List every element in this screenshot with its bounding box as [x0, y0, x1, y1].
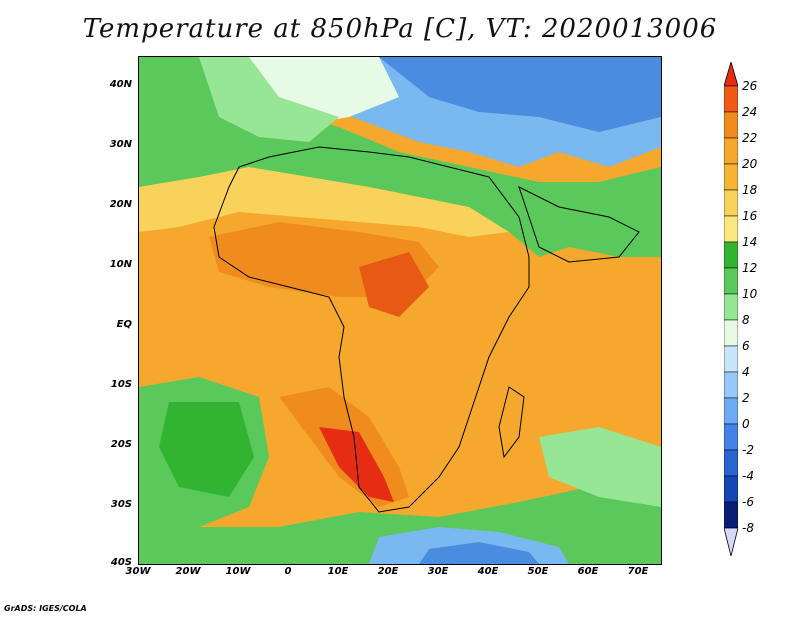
- lat-label-20n: 20N: [109, 199, 132, 210]
- colorbar-label-neg6: -6: [742, 495, 754, 509]
- temperature-map: [139, 57, 661, 564]
- map-panel: [138, 56, 662, 565]
- colorbar-swatch-neg4: [724, 449, 738, 477]
- lat-label-20s: 20S: [110, 439, 132, 450]
- colorbar-swatch-12: [724, 241, 738, 269]
- colorbar-swatch-20: [724, 137, 738, 165]
- lat-label-40n: 40N: [109, 79, 132, 90]
- lon-label-20w: 20W: [175, 566, 201, 577]
- field-colder-north: [379, 57, 661, 132]
- lon-label-10e: 10E: [327, 566, 349, 577]
- lon-label-30e: 30E: [427, 566, 449, 577]
- colorbar-swatch-neg2: [724, 423, 738, 451]
- colorbar-swatch-4: [724, 345, 738, 373]
- colorbar-label-10: 10: [742, 287, 758, 301]
- field-darkgreen-south-atlantic: [159, 402, 254, 497]
- lon-label-40e: 40E: [477, 566, 499, 577]
- coastline-arabia: [518, 186, 640, 263]
- field-lightgreen-se: [539, 427, 661, 507]
- colorbar-label-18: 18: [742, 183, 758, 197]
- colorbar-label-8: 8: [742, 313, 750, 327]
- colorbar-label-neg8: -8: [742, 521, 754, 535]
- field-yellow-sahel: [139, 167, 509, 237]
- lon-label-30w: 30W: [125, 566, 151, 577]
- field-green-north: [139, 57, 661, 257]
- colorbar-label-26: 26: [742, 79, 758, 93]
- colorbar-swatch-neg8: [724, 501, 738, 529]
- colorbar-swatch-8: [724, 293, 738, 321]
- colorbar-label-4: 4: [742, 365, 750, 379]
- lon-label-70e: 70E: [627, 566, 649, 577]
- colorbar-label-neg4: -4: [742, 469, 754, 483]
- lon-label-20e: 20E: [377, 566, 399, 577]
- colorbar-swatch-18: [724, 163, 738, 191]
- colorbar-label-2: 2: [742, 391, 750, 405]
- lon-label-0: 0: [284, 566, 292, 577]
- colorbar-swatch-22: [724, 111, 738, 139]
- lat-label-30s: 30S: [110, 499, 132, 510]
- lat-label-30n: 30N: [109, 139, 132, 150]
- colorbar-swatch-10: [724, 267, 738, 295]
- lat-label-eq: EQ: [116, 319, 132, 330]
- lon-label-60e: 60E: [577, 566, 599, 577]
- colorbar-label-14: 14: [742, 235, 758, 249]
- lon-label-10w: 10W: [225, 566, 251, 577]
- colorbar-swatch-neg6: [724, 475, 738, 503]
- colorbar-bottom-arrow: [724, 527, 738, 557]
- lon-label-50e: 50E: [527, 566, 549, 577]
- colorbar-swatch-14: [724, 215, 738, 243]
- colorbar-label-22: 22: [742, 131, 758, 145]
- colorbar-top-arrow: [724, 62, 738, 87]
- colorbar-swatch-6: [724, 319, 738, 347]
- field-hot-central: [359, 252, 429, 317]
- colorbar-swatch-0: [724, 397, 738, 425]
- chart-title: Temperature at 850hPa [C], VT: 202001300…: [82, 14, 718, 44]
- footer-credit: GrADS: IGES/COLA: [4, 604, 87, 613]
- lat-label-40s: 40S: [110, 557, 132, 568]
- colorbar-label-16: 16: [742, 209, 758, 223]
- colorbar-swatch-16: [724, 189, 738, 217]
- lat-label-10n: 10N: [109, 259, 132, 270]
- field-colder-south: [419, 542, 539, 564]
- coastline-madagascar: [498, 386, 525, 459]
- colorbar-swatch-24: [724, 85, 738, 113]
- colorbar-label-6: 6: [742, 339, 750, 353]
- colorbar-label-12: 12: [742, 261, 758, 275]
- colorbar: [724, 62, 738, 557]
- colorbar-label-neg2: -2: [742, 443, 754, 457]
- colorbar-label-24: 24: [742, 105, 758, 119]
- colorbar-label-20: 20: [742, 157, 758, 171]
- lat-label-10s: 10S: [110, 379, 132, 390]
- colorbar-swatch-2: [724, 371, 738, 399]
- field-lightgreen-nw: [199, 57, 339, 142]
- colorbar-label-0: 0: [742, 417, 750, 431]
- coastline-africa: [213, 146, 530, 513]
